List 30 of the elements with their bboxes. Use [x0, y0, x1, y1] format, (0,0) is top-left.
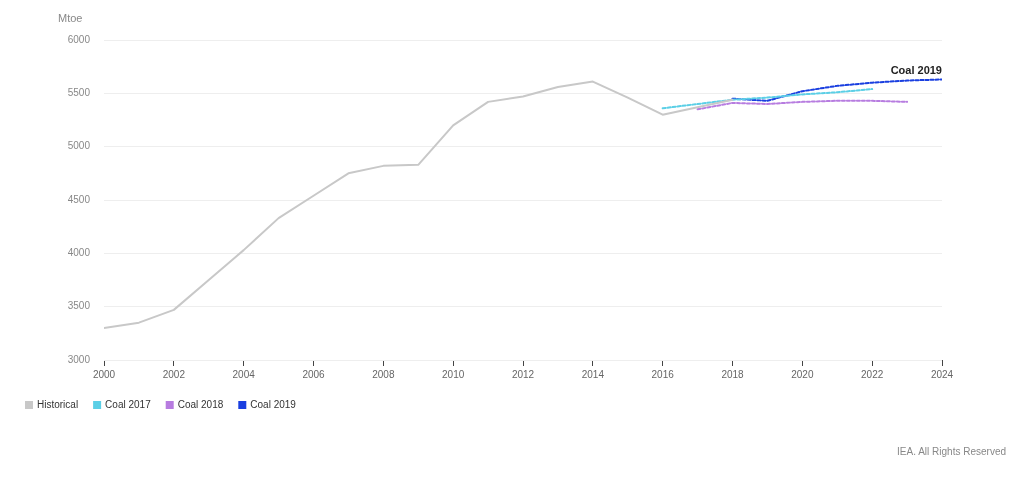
annotation: Coal 2019 — [890, 64, 942, 76]
y-tick-label: 3000 — [67, 353, 91, 365]
line-series — [661, 88, 874, 110]
x-tick-label: 2024 — [930, 368, 954, 380]
y-tick-label: 5500 — [67, 87, 91, 99]
legend-label: Coal 2017 — [105, 398, 152, 410]
y-tick-label: 6000 — [67, 33, 91, 45]
x-tick-label: 2004 — [232, 368, 256, 380]
legend-label: Historical — [37, 398, 79, 410]
x-tick-label: 2008 — [372, 368, 395, 380]
y-axis-title: Mtoe — [58, 11, 83, 24]
x-tick-label: 2020 — [791, 368, 814, 380]
x-tick-label: 2014 — [581, 368, 605, 380]
y-tick-label: 3500 — [67, 300, 91, 312]
y-tick-label: 4500 — [67, 193, 91, 205]
x-tick-label: 2002 — [162, 368, 186, 380]
y-tick-label: 5000 — [67, 140, 91, 152]
legend-label: Coal 2019 — [250, 398, 297, 410]
x-tick-label: 2006 — [302, 368, 326, 380]
text: IEA. All Rights Reserved — [897, 445, 1006, 457]
x-tick-label: 2018 — [721, 368, 745, 380]
y-tick-label: 4000 — [67, 247, 91, 259]
x-tick-label: 2022 — [861, 368, 884, 380]
legend-label: Coal 2018 — [177, 398, 224, 410]
line-series — [696, 99, 909, 111]
x-tick-label: 2016 — [651, 368, 675, 380]
x-tick-label: 2012 — [511, 368, 535, 380]
x-tick-label: 2010 — [442, 368, 465, 380]
x-tick-label: 2000 — [92, 368, 116, 380]
line-series — [731, 78, 942, 102]
